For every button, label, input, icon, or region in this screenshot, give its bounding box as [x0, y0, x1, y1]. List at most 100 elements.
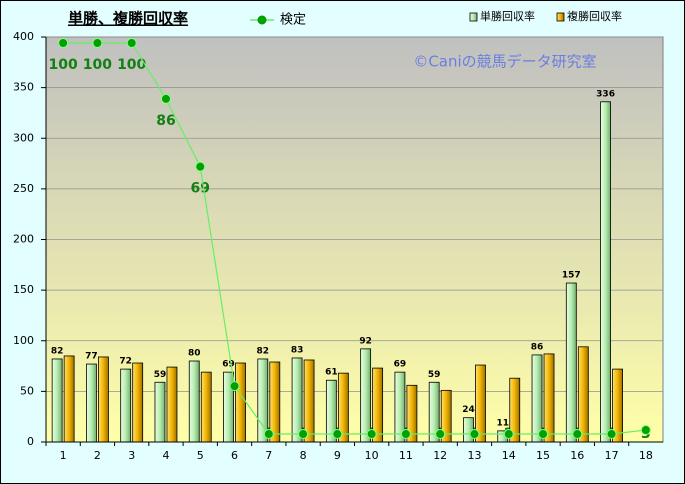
line-label: 69 [191, 181, 210, 197]
x-tick-label: 8 [300, 449, 307, 462]
x-tick-label: 9 [334, 449, 341, 462]
bar [269, 361, 281, 442]
x-tick-label: 14 [502, 449, 516, 462]
bar-label: 24 [462, 405, 475, 415]
bar-label: 157 [562, 271, 581, 281]
line-point [640, 425, 651, 436]
x-tick-label: 2 [94, 449, 101, 462]
legend-label: 検定 [280, 13, 306, 28]
bar [86, 363, 97, 442]
legend-swatch [556, 12, 565, 22]
x-tick-label: 17 [605, 449, 619, 462]
x-tick-label: 1 [60, 449, 67, 462]
bar-label: 82 [51, 346, 64, 356]
x-tick-label: 16 [570, 449, 584, 462]
line-point [503, 429, 514, 440]
x-tick-label: 3 [128, 449, 135, 462]
bar [166, 366, 178, 442]
line-label: 86 [156, 113, 175, 129]
bar-label: 80 [188, 349, 201, 359]
x-tick-label: 11 [399, 449, 413, 462]
line-point [160, 93, 171, 104]
bar [612, 368, 623, 442]
line-point [435, 429, 446, 440]
y-tick-label: 250 [13, 182, 34, 195]
legend-label: 単勝回収率 [480, 9, 535, 23]
x-tick-label: 7 [265, 449, 272, 462]
bar [360, 348, 372, 442]
watermark: ©Caniの競馬データ研究室 [413, 53, 596, 71]
bar-label: 69 [394, 360, 407, 370]
legend-swatch [469, 12, 478, 22]
bar [132, 362, 144, 442]
line-point [366, 429, 377, 440]
bar [291, 357, 303, 442]
x-tick-label: 4 [162, 449, 169, 462]
bar-label: 69 [222, 360, 235, 370]
bar-label: 83 [291, 345, 304, 355]
bar [577, 346, 589, 442]
bar [428, 381, 440, 442]
bar-label: 11 [496, 418, 509, 428]
line-point [606, 429, 617, 440]
bar [543, 353, 555, 442]
bar [51, 358, 63, 442]
line-point [126, 37, 137, 48]
bar [600, 101, 611, 442]
y-tick-label: 350 [13, 81, 34, 94]
bar [235, 362, 246, 442]
bar [120, 368, 132, 442]
line-label: 100 [83, 57, 112, 73]
x-tick-label: 13 [467, 449, 481, 462]
line-point [538, 429, 549, 440]
bar [257, 358, 269, 442]
y-tick-label: 100 [13, 334, 34, 347]
bar [188, 360, 200, 442]
y-tick-label: 300 [13, 131, 34, 144]
line-point [572, 429, 583, 440]
line-label: 100 [49, 57, 78, 73]
line-point [400, 429, 411, 440]
legend: 検定 単勝回収率 複勝回収率 [250, 9, 622, 28]
x-tick-label: 5 [197, 449, 204, 462]
bar-label: 336 [596, 89, 615, 99]
legend-marker [257, 15, 267, 25]
y-tick-label: 150 [13, 283, 34, 296]
bar-label: 72 [119, 357, 132, 367]
legend-label: 複勝回収率 [567, 9, 622, 23]
line-point [263, 429, 274, 440]
line-point [332, 429, 343, 440]
bar-label: 59 [428, 370, 441, 380]
line-point [58, 37, 69, 48]
plot: 1001001008669142222222222238277725980698… [49, 37, 651, 442]
x-tick-label: 10 [365, 449, 379, 462]
bar [394, 371, 406, 442]
y-tick-label: 0 [27, 435, 34, 448]
x-tick-label: 15 [536, 449, 550, 462]
bar-label: 86 [531, 342, 544, 352]
bar-label: 82 [257, 346, 270, 356]
bar [63, 355, 75, 442]
line-point [92, 37, 103, 48]
bar [98, 356, 109, 442]
bar-label: 92 [359, 336, 372, 346]
bar-label: 61 [325, 368, 338, 378]
bar-label: 77 [85, 352, 98, 362]
x-tick-label: 18 [639, 449, 653, 462]
y-tick-label: 50 [20, 384, 34, 397]
bar [223, 371, 234, 442]
x-tick-label: 12 [433, 449, 447, 462]
chart-title: 単勝、複勝回収率 [68, 10, 188, 28]
line-point [229, 381, 240, 392]
bar-label: 59 [154, 370, 167, 380]
bar [200, 371, 212, 442]
line-point [469, 429, 480, 440]
bar [531, 354, 543, 442]
y-tick-label: 400 [13, 30, 34, 43]
bar [154, 381, 166, 442]
line-point [298, 429, 309, 440]
line-point [195, 161, 206, 172]
line [63, 42, 646, 435]
